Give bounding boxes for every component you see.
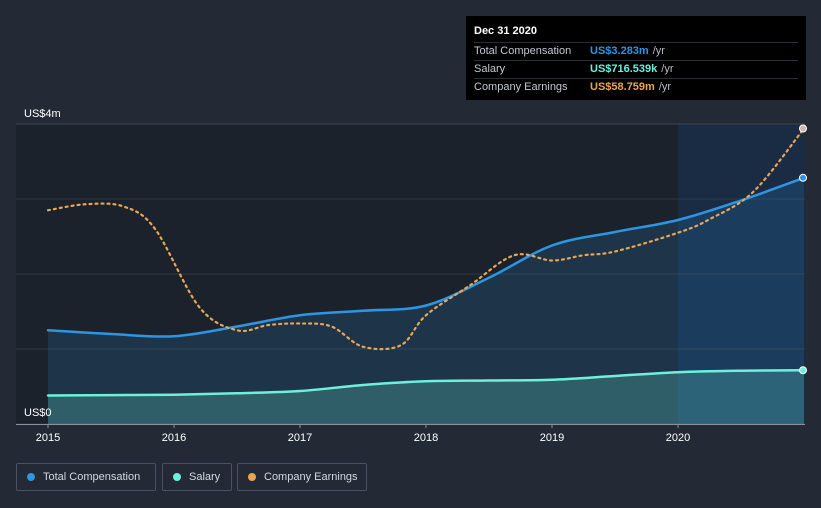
y-tick-label: US$4m xyxy=(24,108,61,120)
legend-item-total-compensation[interactable]: Total Compensation xyxy=(16,463,156,491)
total-compensation-area xyxy=(48,177,804,424)
salary-area xyxy=(48,370,804,424)
company-earnings-end-point xyxy=(799,124,807,133)
tooltip-row-salary: Salary US$716.539k /yr xyxy=(474,60,798,78)
series-lines xyxy=(46,127,806,397)
axes: 2015 2016 2017 2018 2019 2020 US$4m US$0 xyxy=(16,108,805,444)
series-end-markers[interactable] xyxy=(799,124,807,375)
legend-label: Company Earnings xyxy=(264,471,358,483)
salary-end-point xyxy=(799,366,807,375)
y-tick-label: US$0 xyxy=(24,407,52,419)
x-tick-label: 2019 xyxy=(540,432,564,444)
tooltip-date: Dec 31 2020 xyxy=(474,25,537,37)
legend-dot-icon xyxy=(173,473,181,481)
tooltip-row-company-earnings: Company Earnings US$58.759m /yr xyxy=(474,78,798,96)
tooltip-value: US$716.539k xyxy=(590,63,658,75)
tooltip-unit: /yr xyxy=(652,45,665,57)
tooltip-row-total-compensation: Total Compensation US$3.283m /yr xyxy=(474,42,798,60)
legend-item-salary[interactable]: Salary xyxy=(162,463,232,491)
tooltip: Dec 31 2020 Total Compensation US$3.283m… xyxy=(466,16,806,100)
legend-dot-icon xyxy=(27,473,35,481)
total-compensation-end-point xyxy=(799,173,807,182)
x-tick-label: 2016 xyxy=(162,432,186,444)
tooltip-value: US$58.759m xyxy=(590,81,655,93)
tooltip-value: US$3.283m xyxy=(590,45,649,57)
x-tick-label: 2018 xyxy=(414,432,438,444)
tooltip-unit: /yr xyxy=(661,63,674,75)
salary-line xyxy=(46,369,806,397)
tooltip-label: Salary xyxy=(474,63,506,75)
x-tick-label: 2020 xyxy=(666,432,690,444)
x-tick-label: 2017 xyxy=(288,432,312,444)
legend-label: Total Compensation xyxy=(43,471,141,483)
legend-dot-icon xyxy=(248,473,256,481)
legend-label: Salary xyxy=(189,471,221,483)
total-compensation-line xyxy=(46,176,806,338)
series-areas xyxy=(48,177,804,424)
tooltip-unit: /yr xyxy=(658,81,672,93)
tooltip-label: Total Compensation xyxy=(474,45,572,57)
x-tick-label: 2015 xyxy=(36,432,60,444)
tooltip-label: Company Earnings xyxy=(474,81,568,93)
company-earnings-line xyxy=(46,127,806,351)
legend-item-company-earnings[interactable]: Company Earnings xyxy=(237,463,367,491)
